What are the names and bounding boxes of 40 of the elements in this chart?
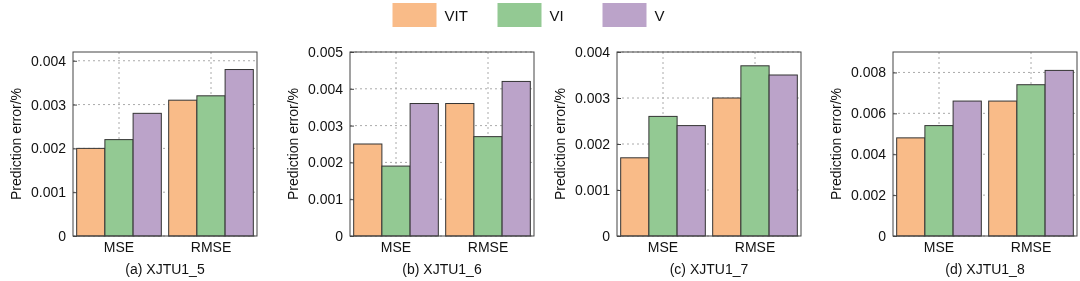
x-axis-title: (d) XJTU1_8 xyxy=(945,261,1025,277)
y-tick-label: 0.004 xyxy=(574,43,611,60)
legend-label: VIT xyxy=(444,7,468,24)
y-tick-label: 0.004 xyxy=(850,146,887,163)
x-tick-label: MSE xyxy=(923,238,955,255)
y-axis-title: Prediction error/% xyxy=(552,87,568,201)
legend-label: VI xyxy=(549,7,564,24)
y-tick-label: 0.003 xyxy=(574,89,611,106)
y-axis-title: Prediction error/% xyxy=(828,87,844,201)
x-tick-label: RMSE xyxy=(734,238,776,255)
y-tick-label: 0.004 xyxy=(307,80,344,97)
x-tick-label: MSE xyxy=(647,238,679,255)
y-tick-label: 0.001 xyxy=(574,181,611,198)
x-tick-label: RMSE xyxy=(190,238,232,255)
y-tick-label: 0.008 xyxy=(850,64,887,81)
y-tick-label: 0 xyxy=(602,227,611,244)
y-tick-label: 0 xyxy=(335,227,344,244)
x-axis-title: (c) XJTU1_7 xyxy=(669,261,749,277)
y-tick-label: 0.003 xyxy=(307,117,344,134)
x-tick-label: MSE xyxy=(380,238,412,255)
y-tick-label: 0.005 xyxy=(307,43,344,60)
x-tick-label: MSE xyxy=(103,238,135,255)
x-tick-label: RMSE xyxy=(1010,238,1052,255)
y-tick-label: 0.006 xyxy=(850,105,887,122)
x-axis-title: (b) XJTU1_6 xyxy=(402,261,482,277)
y-axis-title: Prediction error/% xyxy=(8,87,24,201)
y-tick-label: 0.003 xyxy=(30,96,67,113)
y-tick-label: 0.002 xyxy=(850,187,887,204)
x-axis-title: (a) XJTU1_5 xyxy=(125,261,205,277)
y-tick-label: 0.004 xyxy=(30,52,67,69)
y-tick-label: 0.002 xyxy=(30,140,67,157)
y-tick-label: 0.002 xyxy=(574,135,611,152)
legend-label: V xyxy=(654,7,665,24)
y-tick-label: 0.002 xyxy=(307,154,344,171)
y-tick-label: 0 xyxy=(58,227,67,244)
y-tick-label: 0 xyxy=(878,227,887,244)
y-axis-title: Prediction error/% xyxy=(285,87,301,201)
y-tick-label: 0.001 xyxy=(30,184,67,201)
x-tick-label: RMSE xyxy=(467,238,509,255)
y-tick-label: 0.001 xyxy=(307,191,344,208)
